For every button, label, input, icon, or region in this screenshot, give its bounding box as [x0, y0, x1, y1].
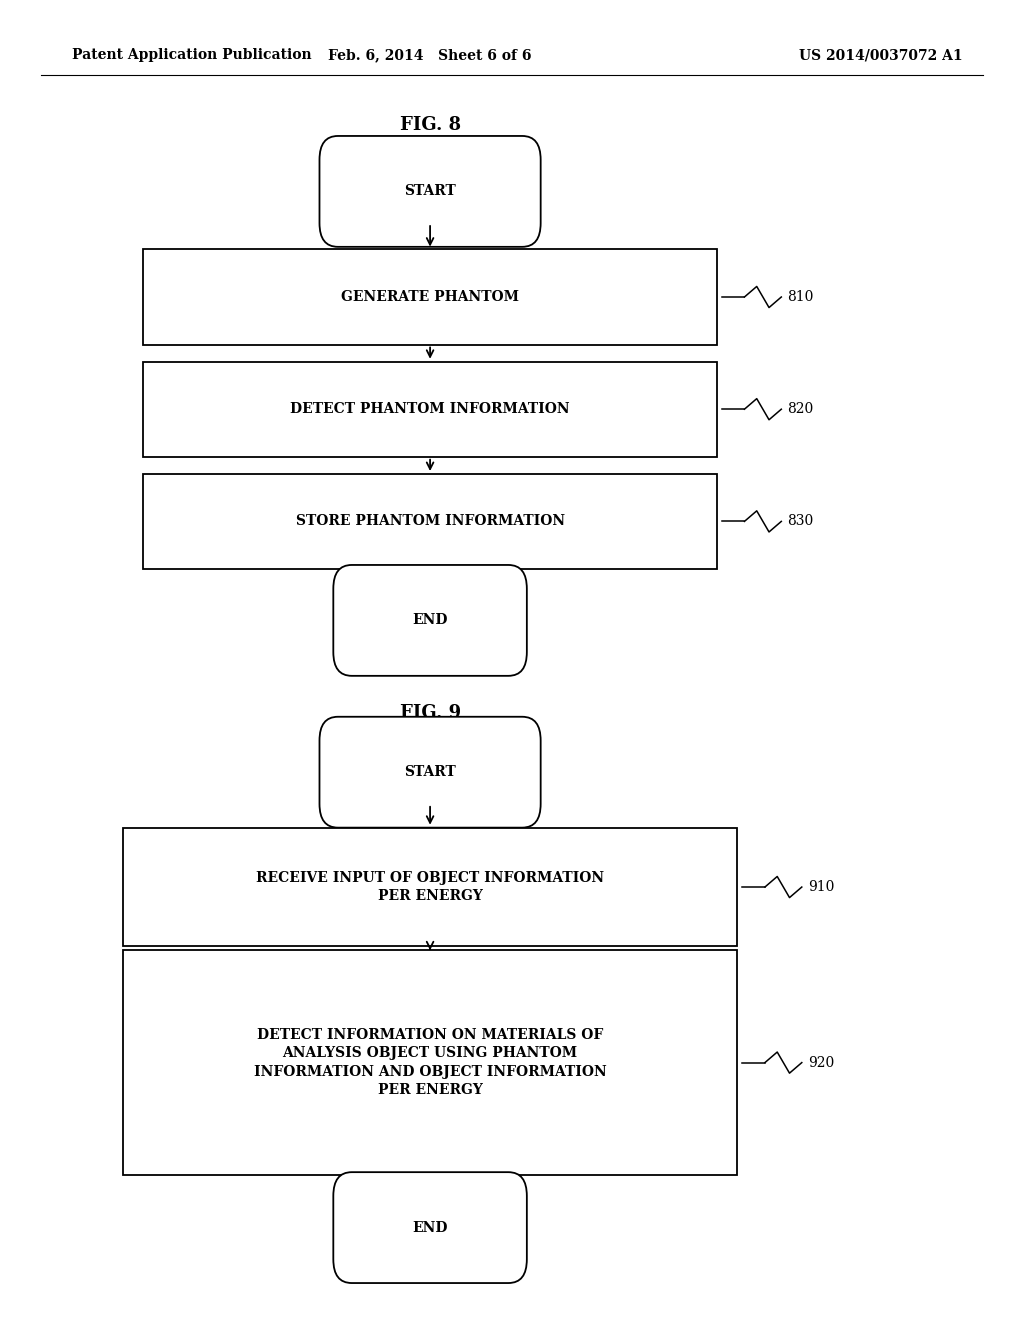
- Text: FIG. 9: FIG. 9: [399, 704, 461, 722]
- FancyBboxPatch shape: [319, 136, 541, 247]
- Text: Feb. 6, 2014   Sheet 6 of 6: Feb. 6, 2014 Sheet 6 of 6: [329, 49, 531, 62]
- Text: START: START: [404, 766, 456, 779]
- Text: 920: 920: [808, 1056, 835, 1069]
- Text: Patent Application Publication: Patent Application Publication: [72, 49, 311, 62]
- Text: GENERATE PHANTOM: GENERATE PHANTOM: [341, 290, 519, 304]
- Text: DETECT PHANTOM INFORMATION: DETECT PHANTOM INFORMATION: [290, 403, 570, 416]
- Bar: [123, 950, 737, 1175]
- Text: FIG. 8: FIG. 8: [399, 116, 461, 135]
- Text: 830: 830: [787, 515, 814, 528]
- Text: US 2014/0037072 A1: US 2014/0037072 A1: [799, 49, 963, 62]
- Text: 910: 910: [808, 880, 835, 894]
- Text: 820: 820: [787, 403, 814, 416]
- Text: END: END: [413, 1221, 447, 1234]
- Bar: [143, 362, 717, 457]
- Text: 810: 810: [787, 290, 814, 304]
- FancyBboxPatch shape: [319, 717, 541, 828]
- Text: DETECT INFORMATION ON MATERIALS OF
ANALYSIS OBJECT USING PHANTOM
INFORMATION AND: DETECT INFORMATION ON MATERIALS OF ANALY…: [254, 1028, 606, 1097]
- FancyBboxPatch shape: [333, 565, 526, 676]
- Bar: [143, 249, 717, 345]
- Text: RECEIVE INPUT OF OBJECT INFORMATION
PER ENERGY: RECEIVE INPUT OF OBJECT INFORMATION PER …: [256, 871, 604, 903]
- Bar: [143, 474, 717, 569]
- Text: START: START: [404, 185, 456, 198]
- FancyBboxPatch shape: [333, 1172, 526, 1283]
- Text: END: END: [413, 614, 447, 627]
- Text: STORE PHANTOM INFORMATION: STORE PHANTOM INFORMATION: [296, 515, 564, 528]
- Bar: [123, 828, 737, 946]
